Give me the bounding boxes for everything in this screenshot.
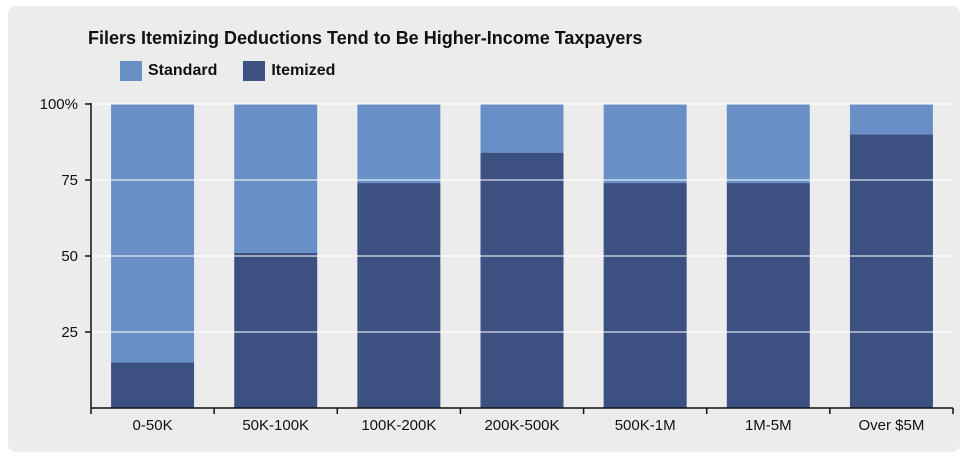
bar-itemized-3 — [480, 152, 564, 408]
x-tick-label-0: 0-50K — [133, 417, 173, 434]
bar-itemized-2 — [357, 183, 441, 408]
y-tick-label-25: 25 — [61, 324, 78, 341]
bar-itemized-4 — [603, 183, 687, 408]
bar-standard-2 — [357, 104, 441, 184]
bar-itemized-5 — [726, 183, 810, 408]
chart-legend: Standard Itemized — [120, 61, 335, 81]
x-tick-label-4: 500K-1M — [615, 417, 676, 434]
chart-title: Filers Itemizing Deductions Tend to Be H… — [88, 28, 643, 48]
legend-item-standard: Standard — [120, 61, 217, 81]
y-tick-label-100: 100% — [40, 96, 78, 113]
bar-itemized-6 — [849, 134, 933, 408]
x-tick-label-5: 1M-5M — [745, 417, 792, 434]
legend-swatch-itemized — [243, 61, 266, 81]
bar-standard-0 — [111, 104, 195, 363]
x-tick-label-6: Over $5M — [858, 417, 924, 434]
bar-standard-1 — [234, 104, 318, 253]
bar-itemized-1 — [234, 252, 318, 408]
legend-label-itemized: Itemized — [271, 62, 336, 79]
legend-item-itemized: Itemized — [243, 61, 335, 81]
y-tick-label-75: 75 — [61, 172, 78, 189]
legend-swatch-standard — [120, 61, 142, 81]
bar-standard-5 — [726, 104, 810, 184]
bar-standard-4 — [603, 104, 687, 184]
x-tick-label-1: 50K-100K — [242, 417, 309, 434]
bar-standard-3 — [480, 104, 564, 153]
legend-label-standard: Standard — [148, 62, 218, 79]
bar-standard-6 — [849, 104, 933, 135]
x-tick-label-3: 200K-500K — [484, 417, 559, 434]
x-tick-label-2: 100K-200K — [361, 417, 436, 434]
bar-itemized-0 — [111, 362, 195, 408]
y-tick-label-50: 50 — [61, 248, 78, 265]
